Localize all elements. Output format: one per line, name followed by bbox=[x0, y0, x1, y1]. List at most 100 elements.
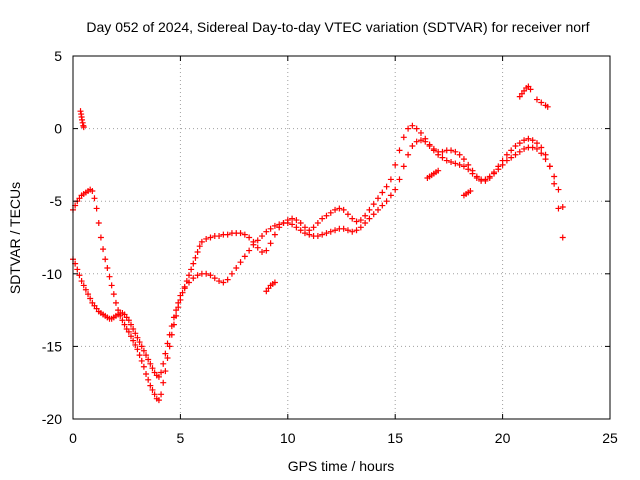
data-point bbox=[559, 234, 566, 241]
data-point bbox=[91, 195, 98, 202]
data-point bbox=[80, 124, 87, 131]
data-point bbox=[143, 370, 150, 377]
data-point bbox=[323, 230, 330, 237]
data-point bbox=[544, 103, 551, 110]
x-tick-label: 15 bbox=[387, 430, 403, 446]
x-tick-label: 10 bbox=[280, 430, 296, 446]
data-point bbox=[125, 317, 132, 324]
data-point bbox=[185, 272, 192, 279]
data-point bbox=[155, 397, 162, 404]
data-point bbox=[149, 386, 156, 393]
data-point bbox=[79, 119, 86, 126]
data-point bbox=[207, 272, 214, 279]
data-point bbox=[452, 148, 459, 155]
data-point bbox=[149, 365, 156, 372]
data-point bbox=[293, 217, 300, 224]
grid-lines bbox=[73, 56, 610, 419]
data-point bbox=[203, 235, 210, 242]
data-point bbox=[353, 218, 360, 225]
data-point bbox=[164, 340, 171, 347]
data-point bbox=[130, 337, 137, 344]
data-point bbox=[327, 209, 334, 216]
data-point bbox=[400, 163, 407, 170]
data-point bbox=[521, 137, 528, 144]
data-point bbox=[93, 205, 100, 212]
data-point bbox=[224, 231, 231, 238]
data-point bbox=[332, 206, 339, 213]
data-point bbox=[456, 161, 463, 168]
data-point bbox=[409, 143, 416, 150]
data-point bbox=[175, 299, 182, 306]
y-tick-label: 5 bbox=[54, 48, 62, 64]
data-point bbox=[546, 163, 553, 170]
data-point bbox=[140, 347, 147, 354]
data-point bbox=[379, 189, 386, 196]
data-point bbox=[125, 328, 132, 335]
data-point bbox=[396, 176, 403, 183]
data-point bbox=[297, 219, 304, 226]
data-point bbox=[422, 138, 429, 145]
data-point bbox=[527, 86, 534, 93]
data-point bbox=[246, 234, 253, 241]
data-point bbox=[80, 282, 87, 289]
data-point bbox=[121, 321, 128, 328]
x-tick-label: 25 bbox=[602, 430, 618, 446]
data-point bbox=[97, 234, 104, 241]
data-point bbox=[387, 176, 394, 183]
data-point bbox=[452, 160, 459, 167]
data-point bbox=[551, 173, 558, 180]
data-point bbox=[194, 272, 201, 279]
data-point bbox=[87, 295, 94, 302]
data-point bbox=[426, 143, 433, 150]
data-point bbox=[529, 144, 536, 151]
data-point bbox=[353, 227, 360, 234]
data-point bbox=[362, 212, 369, 219]
data-point bbox=[130, 325, 137, 332]
data-point bbox=[297, 227, 304, 234]
data-point bbox=[250, 241, 257, 248]
data-point bbox=[559, 204, 566, 211]
data-point bbox=[435, 167, 442, 174]
data-point bbox=[119, 317, 126, 324]
data-point bbox=[155, 373, 162, 380]
data-point bbox=[162, 368, 169, 375]
data-point bbox=[147, 382, 154, 389]
data-point bbox=[400, 134, 407, 141]
data-point bbox=[383, 183, 390, 190]
data-point bbox=[140, 363, 147, 370]
data-point bbox=[405, 125, 412, 132]
data-point bbox=[439, 148, 446, 155]
data-point bbox=[473, 174, 480, 181]
data-point bbox=[207, 234, 214, 241]
data-point bbox=[486, 174, 493, 181]
data-point bbox=[224, 276, 231, 283]
data-point bbox=[512, 151, 519, 158]
data-point bbox=[503, 157, 510, 164]
data-point bbox=[456, 151, 463, 158]
data-point bbox=[340, 206, 347, 213]
data-point bbox=[430, 147, 437, 154]
data-point bbox=[349, 228, 356, 235]
plot-frame bbox=[72, 55, 611, 420]
x-tick-label: 0 bbox=[69, 430, 77, 446]
data-point bbox=[127, 321, 134, 328]
data-point bbox=[95, 219, 102, 226]
data-point bbox=[370, 201, 377, 208]
data-point bbox=[170, 314, 177, 321]
data-point bbox=[198, 238, 205, 245]
data-point bbox=[503, 151, 510, 158]
data-point bbox=[344, 227, 351, 234]
y-axis-label: SDTVAR / TECUs bbox=[7, 182, 23, 294]
data-point bbox=[267, 240, 274, 247]
data-point bbox=[100, 246, 107, 253]
data-point bbox=[211, 275, 218, 282]
data-point bbox=[417, 137, 424, 144]
data-point bbox=[143, 352, 150, 359]
data-point bbox=[357, 217, 364, 224]
data-point bbox=[375, 206, 382, 213]
x-axis-label: GPS time / hours bbox=[288, 458, 395, 474]
data-point bbox=[340, 225, 347, 232]
axis-ticks: 0 5 10 15 20 25 5 0 -5 -10 -15 -20 bbox=[42, 48, 618, 446]
data-point bbox=[508, 154, 515, 161]
data-point bbox=[533, 145, 540, 152]
